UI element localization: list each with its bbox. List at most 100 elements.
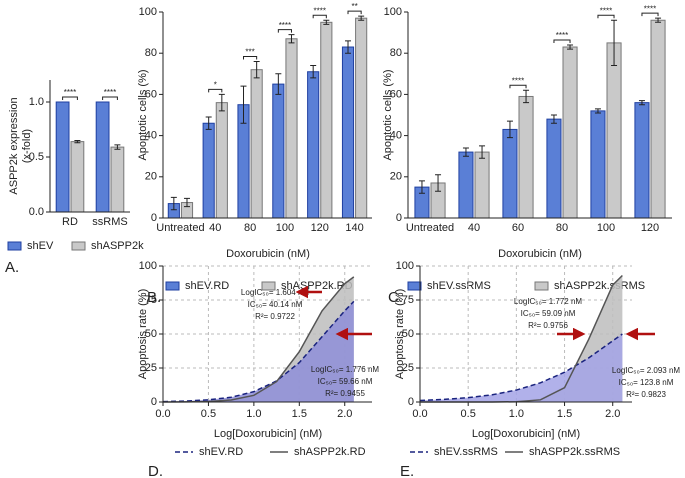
y-axis-label: ASPP2k expression: [8, 97, 20, 194]
x-tick-label: 1.5: [557, 408, 572, 420]
significance-bracket: [312, 14, 327, 19]
error-bar: [74, 140, 81, 144]
significance-bracket: [62, 96, 78, 100]
y-tick-label: 0: [408, 396, 414, 408]
significance-label: ****: [314, 6, 326, 15]
x-tick-label: 40: [209, 222, 221, 234]
legend-swatch: [165, 281, 180, 291]
x-axis-label: Doxorubicin (nM): [498, 248, 582, 260]
bar: [562, 46, 578, 219]
x-tick-label: Untreated: [406, 222, 454, 234]
annotation: R²= 0.9756: [528, 321, 568, 330]
y-axis-label: Apoptotic cells (%): [382, 69, 394, 160]
y-tick-label: 1.0: [29, 96, 44, 108]
error-bar: [170, 196, 177, 211]
bar: [55, 101, 70, 213]
significance-bracket: [243, 55, 258, 60]
x-axis-label: Doxorubicin (nM): [226, 248, 310, 260]
significance-bracket: [509, 84, 527, 89]
x-tick-label: 100: [276, 222, 294, 234]
error-bar: [523, 89, 530, 104]
y-tick-label: 60: [145, 88, 157, 100]
area-fill: [163, 301, 354, 402]
legend-label: shASPP2k.ssRMS: [554, 280, 645, 292]
error-bar: [114, 144, 121, 150]
error-bar: [611, 19, 618, 67]
annotation: LogIC₅₀= 2.093 nM: [612, 366, 680, 375]
y-tick-label: 75: [145, 294, 157, 306]
bar: [458, 151, 474, 219]
axis: [162, 12, 372, 219]
error-bar: [358, 15, 365, 21]
panel-label: C.: [388, 289, 403, 306]
error-bar: [310, 65, 317, 79]
significance-label: ****: [279, 21, 291, 30]
annotation: LogIC₅₀= 1.604 nM: [241, 288, 309, 297]
y-tick-label: 40: [390, 130, 402, 142]
annotation: IC₅₀= 123.8 nM: [619, 378, 674, 387]
significance-label: ****: [556, 31, 568, 40]
x-tick-label: 1.5: [292, 408, 307, 420]
y-tick-label: 100: [396, 260, 414, 272]
bar: [272, 83, 285, 219]
x-tick-label: 2.0: [605, 408, 620, 420]
x-tick-label: 80: [556, 222, 568, 234]
annotation: R²= 0.9823: [626, 390, 666, 399]
bar: [70, 141, 85, 213]
error-bar: [594, 108, 601, 114]
area-fill: [420, 334, 623, 402]
x-tick-label: 0.0: [412, 408, 427, 420]
panel-label: B.: [147, 289, 161, 306]
error-bar: [288, 34, 295, 44]
x-tick-label: 2.0: [337, 408, 352, 420]
y-tick-label: 100: [139, 260, 157, 272]
significance-label: ****: [600, 6, 612, 15]
bar: [546, 118, 562, 219]
bar: [474, 151, 490, 219]
x-tick-label: Untreated: [156, 222, 204, 234]
error-bar: [567, 44, 574, 50]
bar: [502, 128, 518, 219]
annotation: IC₅₀= 59.09 nM: [521, 309, 576, 318]
error-bar: [183, 197, 190, 208]
legend-swatch: [7, 241, 22, 251]
bar: [341, 46, 355, 219]
x-axis-label: Log[Doxorubicin] (nM): [472, 428, 580, 440]
x-tick-label: 1.0: [246, 408, 261, 420]
x-tick-label: 60: [512, 222, 524, 234]
y-tick-label: 25: [402, 362, 414, 374]
y-tick-label: 0.0: [29, 206, 44, 218]
y-tick-label: 0: [151, 212, 157, 224]
bar: [95, 101, 110, 213]
error-bar: [638, 100, 645, 106]
significance-bracket: [102, 96, 118, 100]
axis: [419, 266, 632, 403]
bar: [590, 110, 606, 219]
significance-bracket: [641, 12, 659, 17]
error-bar: [205, 116, 212, 130]
x-tick-label: 100: [597, 222, 615, 234]
y-tick-label: 25: [145, 362, 157, 374]
bar: [110, 146, 125, 213]
significance-bracket: [208, 88, 223, 93]
bar: [355, 17, 368, 219]
y-tick-label: 80: [145, 47, 157, 59]
x-tick-label: 40: [468, 222, 480, 234]
error-bar: [275, 73, 282, 95]
error-bar: [218, 93, 225, 112]
y-tick-label: 40: [145, 130, 157, 142]
x-tick-label: RD: [62, 216, 78, 228]
y-axis-label: Apoptosis rate (%): [137, 289, 149, 379]
error-bar: [345, 40, 352, 54]
axis: [162, 266, 372, 403]
y-tick-label: 50: [145, 328, 157, 340]
legend-label: shEV: [27, 240, 54, 252]
y-axis-label: Apoptotic cells (%): [137, 69, 149, 160]
significance-label: ****: [644, 4, 656, 13]
y-tick-label: 100: [384, 6, 402, 18]
y-axis-label: (x-fold): [21, 129, 33, 163]
annotation: IC₅₀= 59.66 nM: [318, 377, 373, 386]
legend-label: shASPP2k.ssRMS: [529, 446, 620, 458]
error-bar: [240, 85, 247, 124]
